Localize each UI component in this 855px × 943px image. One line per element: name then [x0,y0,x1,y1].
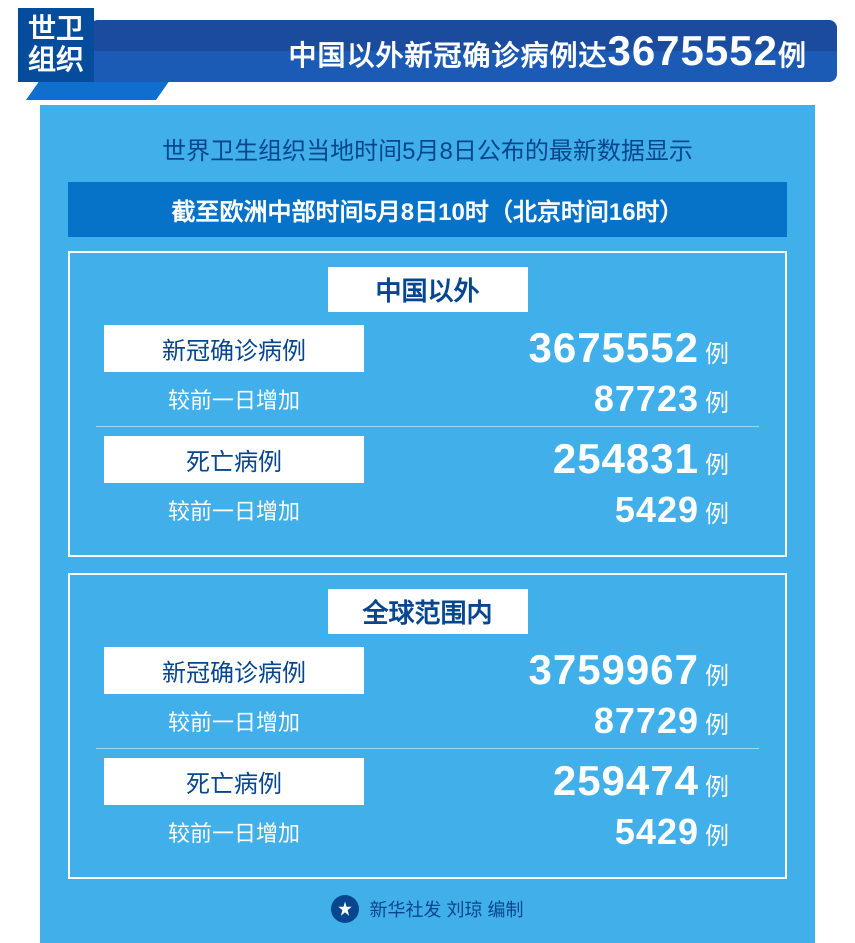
stat-subvalue-col: 87729例 [364,700,759,742]
stat-subvalue: 5429 [615,489,699,531]
title-bar: 中国以外新冠确诊病例达3675552例 [90,20,837,82]
stat-value-col: 3759967例 [364,646,759,694]
stat-unit: 例 [705,334,729,369]
stat-subvalue-col: 5429例 [364,489,759,531]
title-text: 中国以外新冠确诊病例达3675552例 [288,27,807,75]
stat-row: 死亡病例259474例 [96,757,759,805]
org-line1: 世卫 [28,14,84,45]
footer: 新华社发 刘琼 编制 [68,895,787,923]
org-badge: 世卫 组织 [18,8,94,82]
stat-label: 死亡病例 [104,758,364,805]
title-number: 3675552 [607,27,778,74]
stat-subvalue: 5429 [615,811,699,853]
timestamp-bar: 截至欧洲中部时间5月8日10时（北京时间16时） [68,182,787,237]
stat-row: 死亡病例254831例 [96,435,759,483]
stat-subunit: 例 [705,494,729,529]
stat-value-col: 259474例 [364,757,759,805]
xinhua-logo-icon [331,895,359,923]
stat-sublabel: 较前一日增加 [104,383,364,415]
stat-value: 254831 [553,435,699,483]
stat-subvalue-col: 87723例 [364,378,759,420]
stat-unit: 例 [705,445,729,480]
data-box: 全球范围内新冠确诊病例3759967例较前一日增加87729例死亡病例25947… [68,573,787,879]
stat-value: 3675552 [528,324,699,372]
title-suffix: 例 [778,40,807,71]
stat-subrow: 较前一日增加87723例 [96,378,759,420]
stat-subrow: 较前一日增加5429例 [96,489,759,531]
stat-label: 新冠确诊病例 [104,647,364,694]
section-title: 全球范围内 [328,589,528,634]
section-title: 中国以外 [328,267,528,312]
stat-value: 3759967 [528,646,699,694]
main-panel: 世界卫生组织当地时间5月8日公布的最新数据显示 截至欧洲中部时间5月8日10时（… [40,105,815,943]
stat-subunit: 例 [705,705,729,740]
title-prefix: 中国以外新冠确诊病例达 [288,40,607,71]
stat-sublabel: 较前一日增加 [104,494,364,526]
divider [96,426,759,427]
stat-label: 死亡病例 [104,436,364,483]
stat-label: 新冠确诊病例 [104,325,364,372]
stat-subunit: 例 [705,816,729,851]
stat-sublabel: 较前一日增加 [104,816,364,848]
header: 世卫 组织 中国以外新冠确诊病例达3675552例 [0,0,855,95]
stat-unit: 例 [705,767,729,802]
intro-text: 世界卫生组织当地时间5月8日公布的最新数据显示 [68,131,787,166]
stat-value-col: 254831例 [364,435,759,483]
stat-row: 新冠确诊病例3759967例 [96,646,759,694]
stat-subunit: 例 [705,383,729,418]
stat-sublabel: 较前一日增加 [104,705,364,737]
stat-subrow: 较前一日增加5429例 [96,811,759,853]
stat-unit: 例 [705,656,729,691]
org-line2: 组织 [28,45,84,76]
stat-subvalue: 87723 [594,378,699,420]
stat-value: 259474 [553,757,699,805]
stat-value-col: 3675552例 [364,324,759,372]
stat-subvalue-col: 5429例 [364,811,759,853]
stat-row: 新冠确诊病例3675552例 [96,324,759,372]
stat-subvalue: 87729 [594,700,699,742]
divider [96,748,759,749]
stat-subrow: 较前一日增加87729例 [96,700,759,742]
data-box: 中国以外新冠确诊病例3675552例较前一日增加87723例死亡病例254831… [68,251,787,557]
